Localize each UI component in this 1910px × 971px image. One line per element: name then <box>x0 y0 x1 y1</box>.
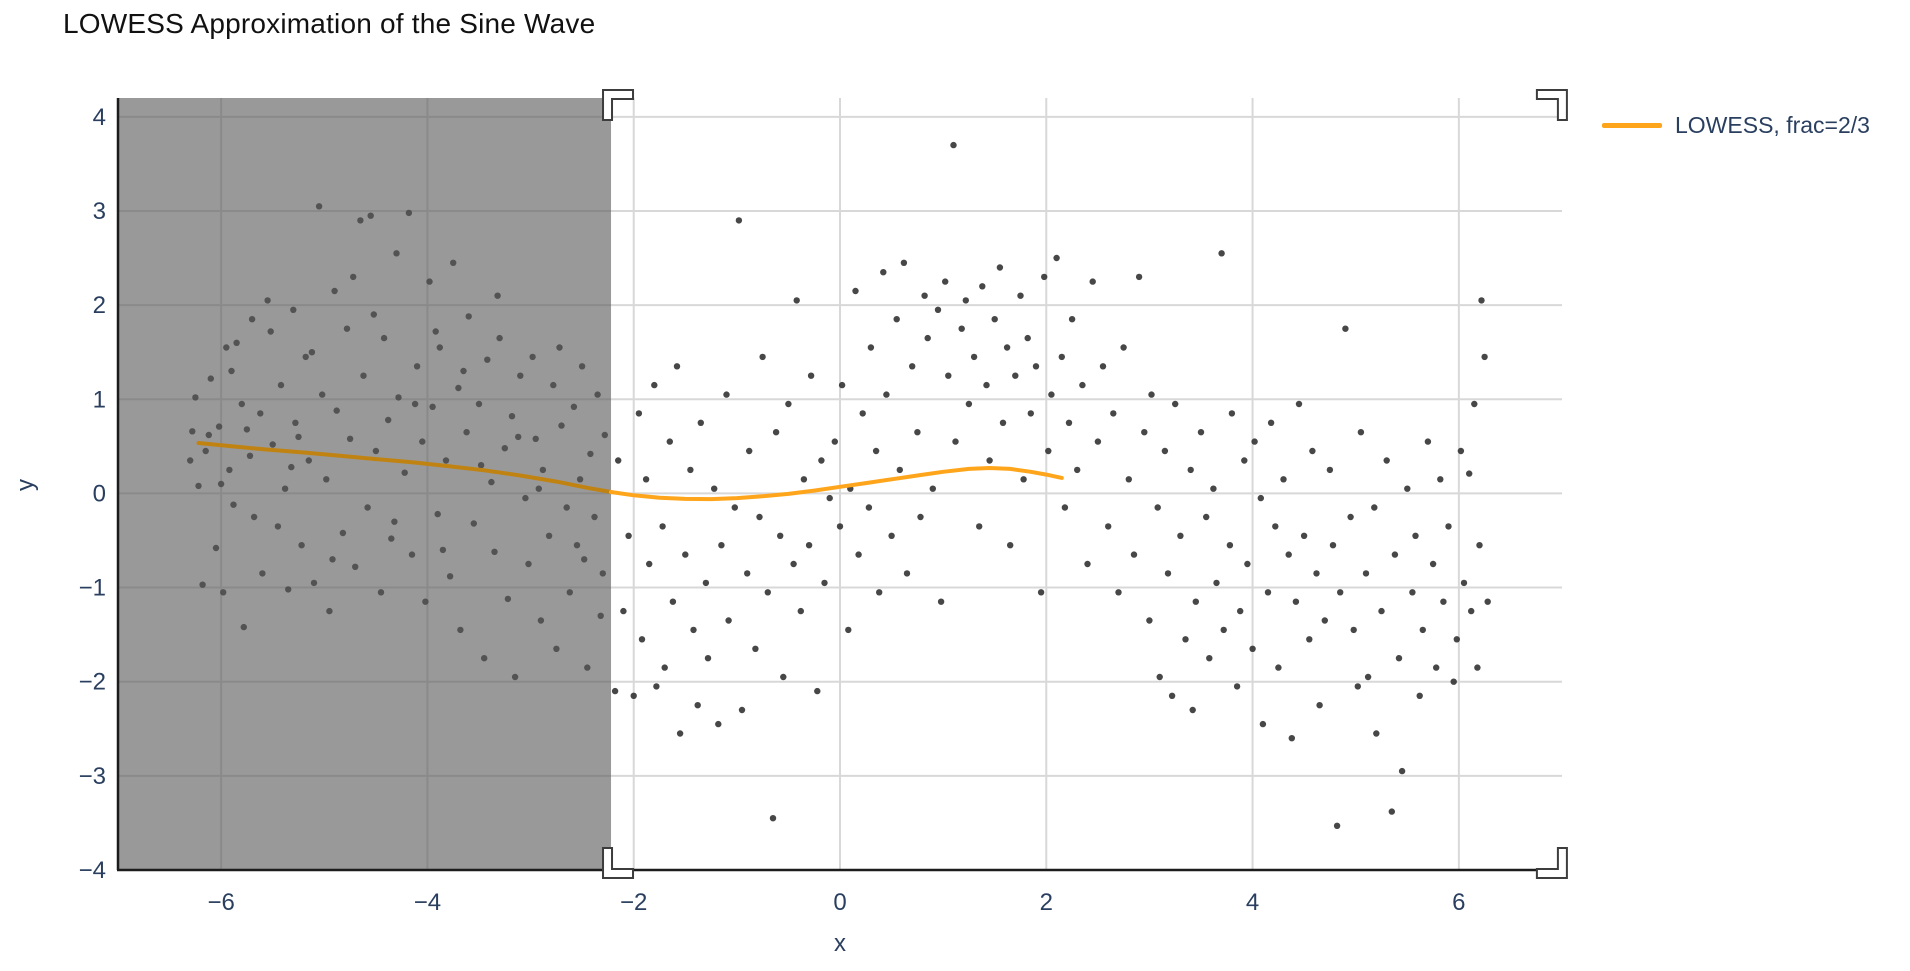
svg-text:3: 3 <box>93 198 106 225</box>
svg-text:−1: −1 <box>79 575 106 602</box>
svg-text:2: 2 <box>93 292 106 319</box>
svg-text:4: 4 <box>93 104 106 131</box>
svg-text:−4: −4 <box>414 889 441 916</box>
legend-label: LOWESS, frac=2/3 <box>1675 112 1870 138</box>
x-tick-labels: −6 −4 −2 0 2 4 6 <box>207 889 1465 916</box>
selection-handle-bottom-right[interactable] <box>1535 847 1568 879</box>
svg-text:−4: −4 <box>79 857 106 884</box>
unselected-dim-overlay <box>118 98 612 870</box>
y-axis-title: y <box>12 479 39 491</box>
svg-text:0: 0 <box>833 889 846 916</box>
svg-text:−2: −2 <box>620 889 647 916</box>
svg-text:4: 4 <box>1246 889 1259 916</box>
lowess-line-dimmed <box>196 441 613 494</box>
svg-text:−2: −2 <box>79 669 106 696</box>
chart-title: LOWESS Approximation of the Sine Wave <box>63 8 596 39</box>
selection-handle-bottom-left[interactable] <box>602 847 635 879</box>
svg-text:−3: −3 <box>79 763 106 790</box>
legend-item-lowess[interactable]: LOWESS, frac=2/3 <box>1602 112 1870 139</box>
svg-text:1: 1 <box>93 386 106 413</box>
selection-handles <box>602 89 1568 879</box>
y-tick-labels: −4 −3 −2 −1 0 1 2 3 4 <box>79 104 106 884</box>
svg-text:−6: −6 <box>207 889 234 916</box>
selection-handle-top-right[interactable] <box>1535 89 1568 121</box>
svg-text:0: 0 <box>93 480 106 507</box>
axis-lines <box>116 98 1562 872</box>
legend-line-swatch <box>1602 123 1662 128</box>
svg-text:2: 2 <box>1040 889 1053 916</box>
svg-text:6: 6 <box>1452 889 1465 916</box>
x-axis-title: x <box>834 930 846 957</box>
lowess-line <box>609 466 1064 502</box>
selection-handle-top-left[interactable] <box>602 89 635 121</box>
